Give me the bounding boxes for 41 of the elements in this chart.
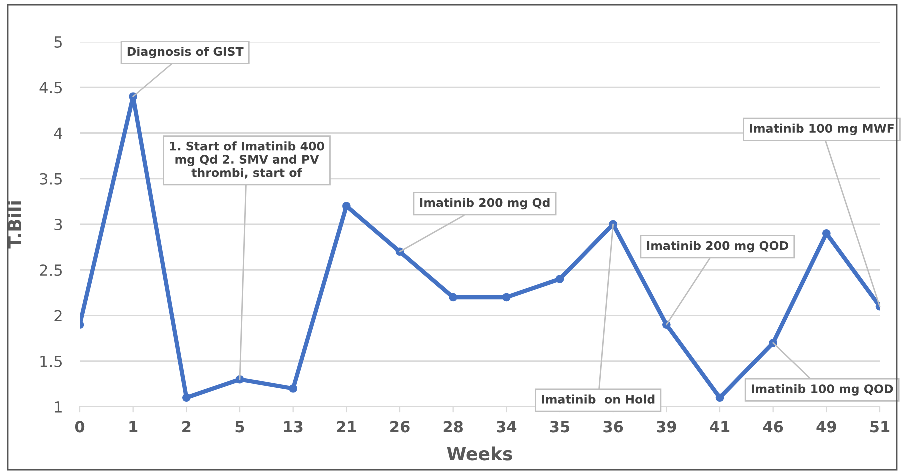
- x-tick-label: 5: [236, 421, 244, 433]
- x-axis-title: Weeks: [447, 446, 512, 461]
- x-tick-label: 36: [604, 421, 624, 433]
- y-tick-label: 3.5: [40, 173, 62, 185]
- x-tick-label: 0: [75, 421, 85, 433]
- x-tick-label: 51: [870, 421, 890, 433]
- x-tick-label: 34: [497, 421, 517, 433]
- annotation: Imatinib 200 mg QOD: [647, 241, 788, 253]
- annotation: Diagnosis of GIST: [128, 46, 244, 59]
- point: [822, 229, 831, 238]
- annotation: Imatinib on Hold: [542, 394, 655, 404]
- x-tick-label: 28: [444, 421, 464, 433]
- point: [556, 275, 564, 284]
- annotation: Imatinib 100 mg QOD: [752, 384, 894, 396]
- x-tick-label: 1: [130, 421, 138, 432]
- point: [502, 293, 511, 302]
- x-tick-label: 26: [390, 421, 410, 433]
- x-tick-label: 39: [657, 421, 676, 433]
- x-tick-label: 41: [710, 421, 730, 432]
- x-tick-label: 35: [550, 421, 570, 433]
- y-tick-label: 5: [54, 36, 62, 48]
- point: [182, 394, 191, 402]
- y-tick-label: 3: [54, 218, 62, 231]
- point: [716, 394, 724, 402]
- y-tick-label: 2.5: [40, 264, 62, 276]
- y-tick-label: 1: [55, 402, 62, 413]
- x-tick-label: 13: [284, 421, 303, 433]
- point: [449, 293, 458, 302]
- x-tick-label: 46: [763, 421, 784, 433]
- annotation: Imatinib 200 mg Qd: [420, 198, 550, 210]
- y-tick-label: 4: [54, 128, 62, 140]
- y-tick-label: 4.5: [40, 82, 62, 94]
- x-tick-label: 21: [337, 421, 356, 432]
- x-tick-label: 2: [182, 421, 191, 432]
- point: [342, 202, 351, 210]
- y-tick-label: 2: [54, 310, 62, 322]
- y-tick-label: 1.5: [40, 356, 62, 368]
- x-tick-label: 49: [816, 421, 836, 433]
- point: [289, 384, 298, 393]
- annotation: 1. Start of Imatinib 400 mg Qd 2. SMV and PV thrombi, start of: [170, 142, 324, 179]
- annotation: Imatinib 100 mg MWF: [750, 124, 894, 136]
